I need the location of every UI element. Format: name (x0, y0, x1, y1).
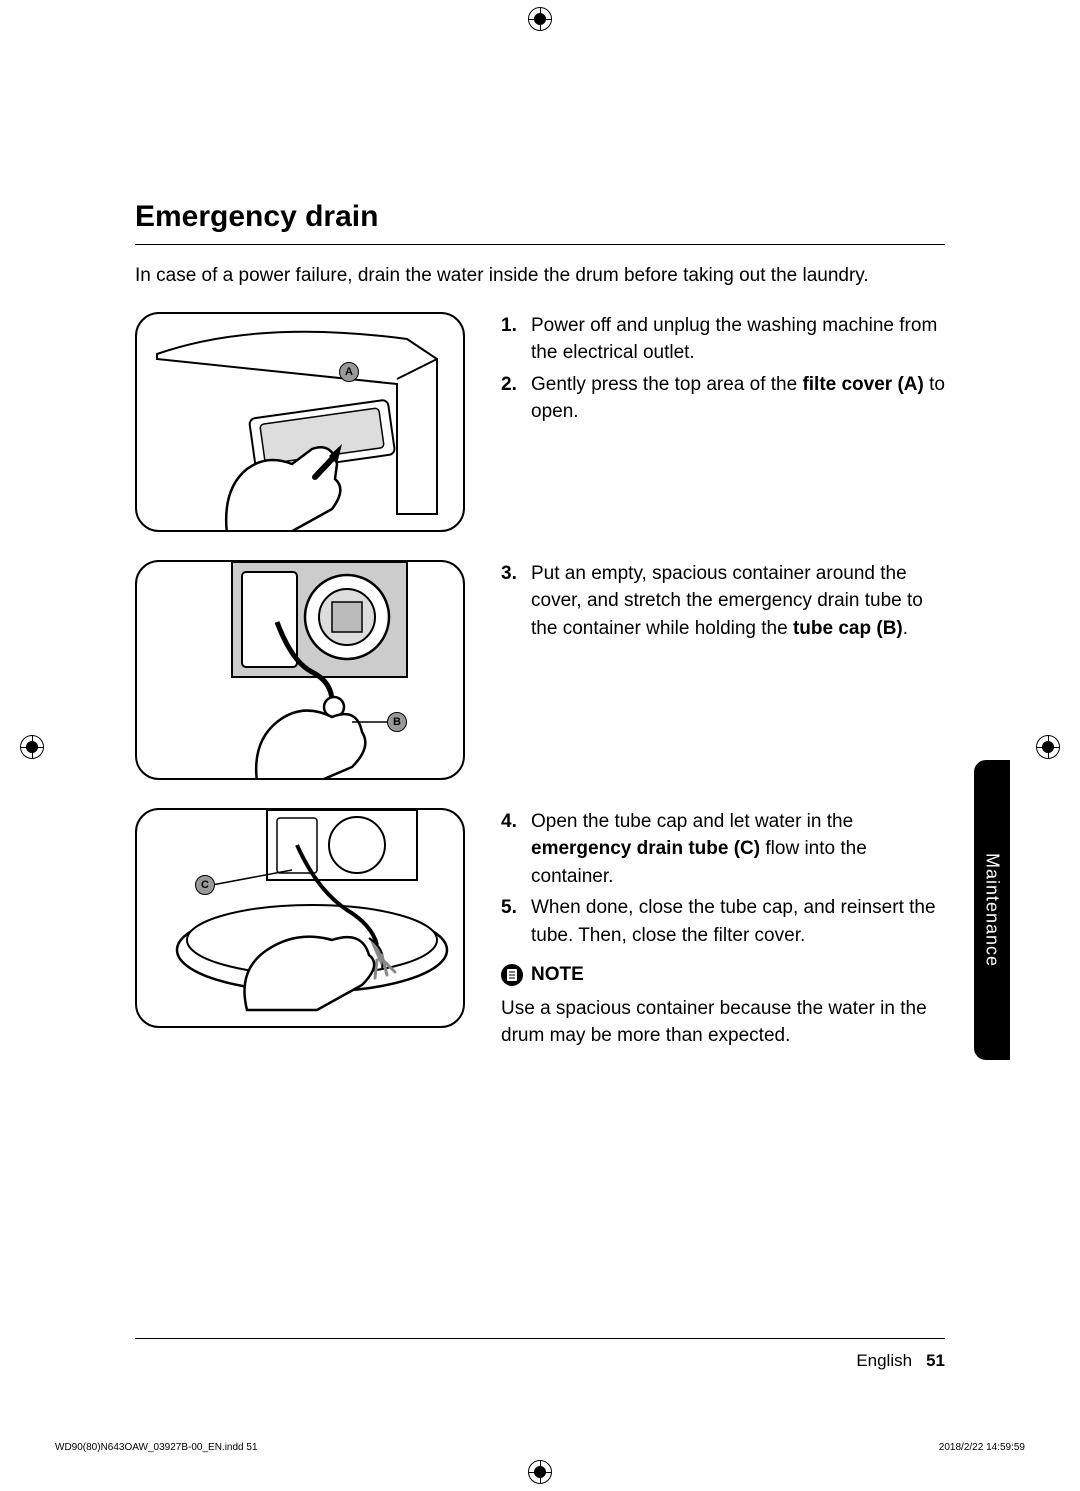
callout-b: B (387, 712, 407, 732)
page-content: Emergency drain In case of a power failu… (70, 80, 1010, 1411)
illustration-2 (137, 562, 465, 780)
print-file-info: WD90(80)N643OAW_03927B-00_EN.indd 51 (55, 1442, 258, 1453)
step-text-1: 1. Power off and unplug the washing mach… (501, 312, 945, 430)
figure-3: C (135, 808, 465, 1028)
figure-2: B (135, 560, 465, 780)
footer-language: English (856, 1351, 912, 1371)
step-num: 2. (501, 371, 519, 426)
illustration-1 (137, 314, 465, 532)
step-text-3: 4. Open the tube cap and let water in th… (501, 808, 945, 1050)
step-body: When done, close the tube cap, and reins… (531, 894, 945, 949)
note-icon (501, 964, 523, 986)
footer-page-number: 51 (926, 1351, 945, 1371)
step-1: 1. Power off and unplug the washing mach… (501, 312, 945, 367)
step-3: 3. Put an empty, spacious container arou… (501, 560, 945, 643)
note-label: NOTE (531, 961, 584, 989)
step-4: 4. Open the tube cap and let water in th… (501, 808, 945, 891)
step-num: 5. (501, 894, 519, 949)
registration-mark-left (20, 735, 44, 759)
print-footer: WD90(80)N643OAW_03927B-00_EN.indd 51 201… (55, 1442, 1025, 1453)
print-timestamp: 2018/2/22 14:59:59 (939, 1442, 1025, 1453)
step-body: Put an empty, spacious container around … (531, 560, 945, 643)
step-body: Power off and unplug the washing machine… (531, 312, 945, 367)
step-row-3: C 4. Open the tube cap and let water in … (135, 808, 945, 1050)
registration-mark-top (528, 7, 552, 31)
step-body: Open the tube cap and let water in the e… (531, 808, 945, 891)
step-num: 4. (501, 808, 519, 891)
callout-c: C (195, 875, 215, 895)
page-footer: English 51 (135, 1338, 945, 1371)
note-header: NOTE (501, 961, 945, 989)
illustration-3 (137, 810, 465, 1028)
registration-mark-right (1036, 735, 1060, 759)
step-2: 2. Gently press the top area of the filt… (501, 371, 945, 426)
step-num: 1. (501, 312, 519, 367)
step-text-2: 3. Put an empty, spacious container arou… (501, 560, 945, 647)
registration-mark-bottom (528, 1460, 552, 1484)
note-text: Use a spacious container because the wat… (501, 995, 945, 1050)
step-num: 3. (501, 560, 519, 643)
step-5: 5. When done, close the tube cap, and re… (501, 894, 945, 949)
step-row-2: B 3. Put an empty, spacious container ar… (135, 560, 945, 780)
side-tab-label: Maintenance (982, 853, 1003, 967)
section-title: Emergency drain (135, 200, 945, 245)
intro-text: In case of a power failure, drain the wa… (135, 263, 945, 290)
side-tab: Maintenance (974, 760, 1010, 1060)
figure-1: A (135, 312, 465, 532)
step-row-1: A 1. Power off and unplug the washing ma… (135, 312, 945, 532)
callout-a: A (339, 362, 359, 382)
step-body: Gently press the top area of the filte c… (531, 371, 945, 426)
